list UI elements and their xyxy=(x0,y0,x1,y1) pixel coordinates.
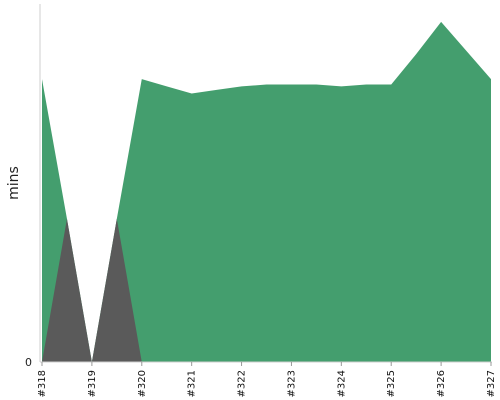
y-axis-label: mins xyxy=(6,166,22,200)
x-tick-label-3: #321 xyxy=(187,370,198,397)
x-tick-label-7: #325 xyxy=(386,370,397,397)
x-tick-label-9: #327 xyxy=(486,370,497,397)
x-tick-label-4: #322 xyxy=(237,370,248,397)
x-tick-label-2: #320 xyxy=(137,370,148,397)
x-tick-label-0: #318 xyxy=(37,370,48,397)
x-tick-label-1: #319 xyxy=(87,370,98,397)
area-series-1 xyxy=(42,218,491,362)
area-series-0 xyxy=(42,21,491,363)
x-tick-label-5: #323 xyxy=(286,370,297,397)
x-tick-label-6: #324 xyxy=(336,370,347,397)
y-tick-label-0: 0 xyxy=(25,356,32,369)
x-axis-ticks: #318 #319 #320 #321 #322 #323 #324 #325 #326 #327 xyxy=(37,362,497,397)
plot-areas xyxy=(42,21,491,363)
x-tick-label-8: #326 xyxy=(436,370,447,397)
